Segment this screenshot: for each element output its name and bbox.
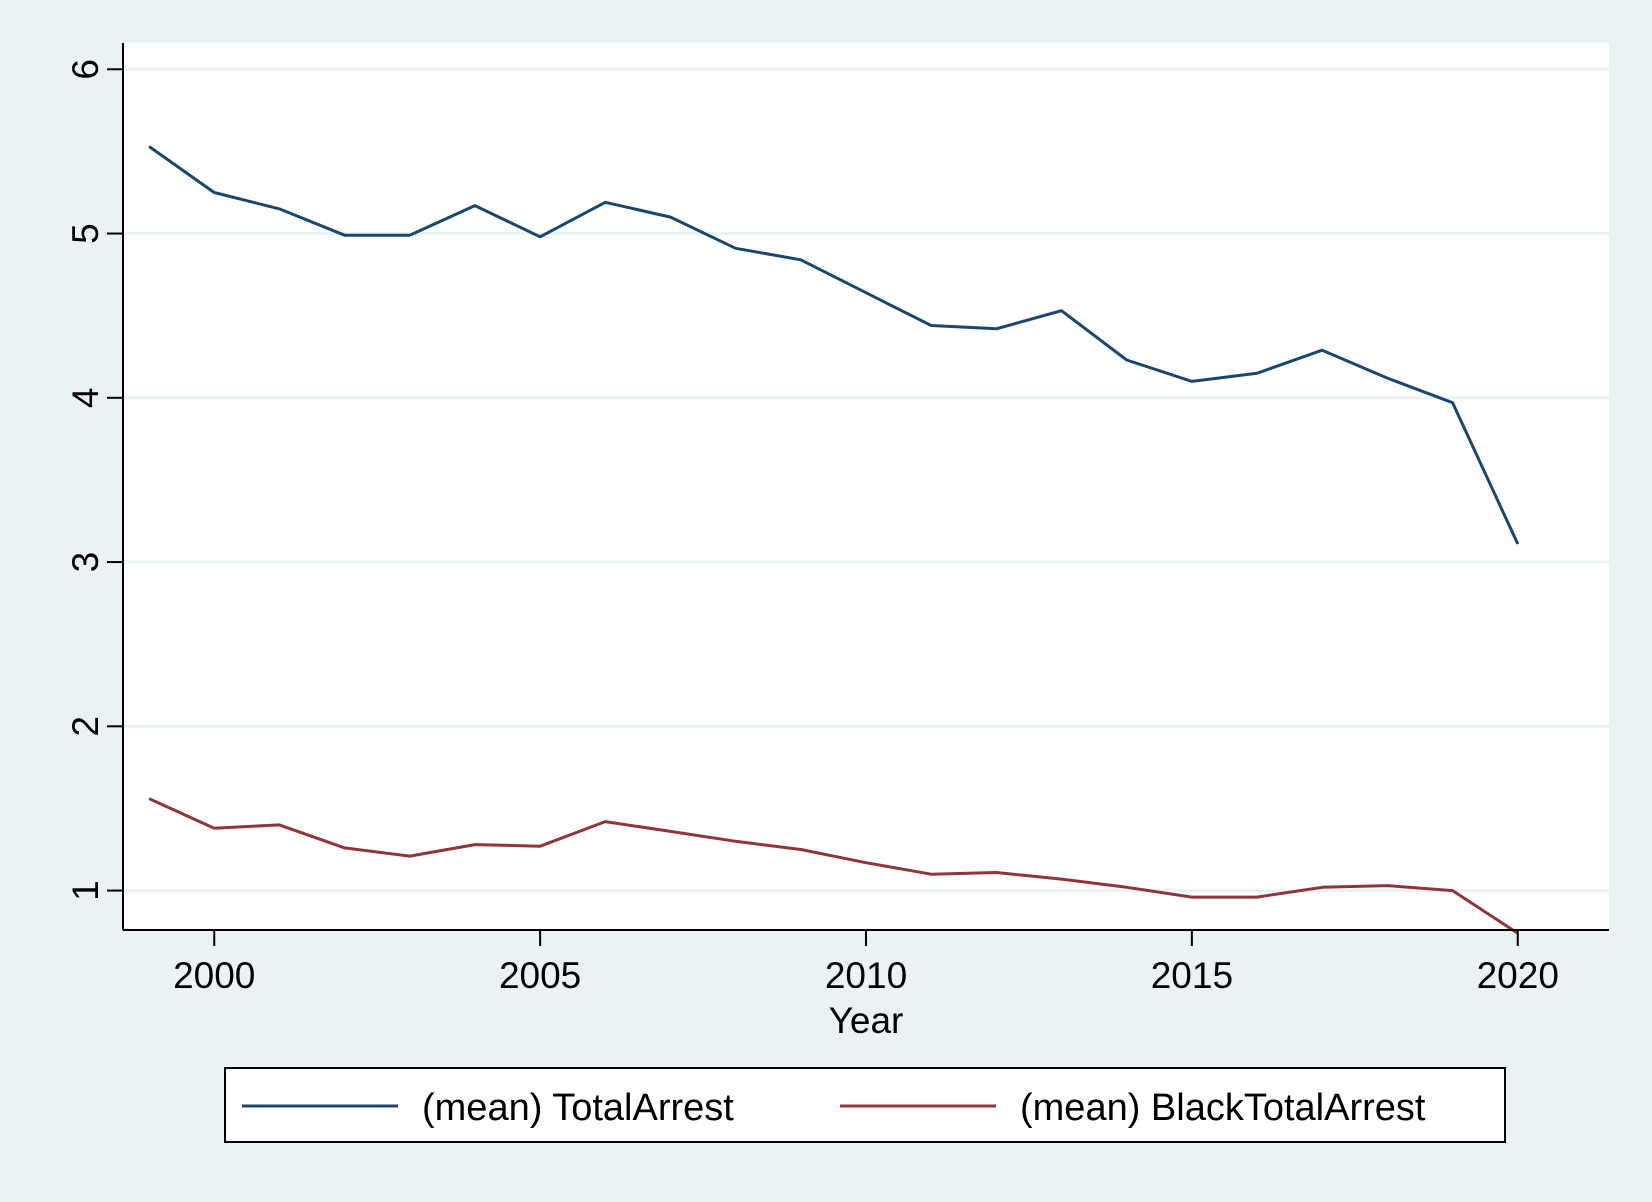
legend-label-total-arrest: (mean) TotalArrest bbox=[422, 1087, 734, 1129]
series-line-0 bbox=[148, 145, 1520, 545]
series-lines bbox=[148, 145, 1520, 935]
y-tick-label: 3 bbox=[65, 552, 106, 573]
y-tick-label: 5 bbox=[65, 223, 106, 244]
y-axis-ticks: 1 2 3 4 5 6 bbox=[65, 59, 123, 901]
series-line-1 bbox=[148, 797, 1519, 935]
x-tick-label: 2010 bbox=[825, 955, 907, 996]
x-tick-label: 2015 bbox=[1151, 955, 1233, 996]
y-tick-label: 1 bbox=[65, 880, 106, 901]
y-tick-label: 4 bbox=[65, 388, 106, 409]
plot-area bbox=[123, 43, 1609, 930]
legend: (mean) TotalArrest (mean) BlackTotalArre… bbox=[224, 1067, 1506, 1143]
y-tick-label: 2 bbox=[65, 716, 106, 737]
x-tick-label: 2020 bbox=[1477, 955, 1559, 996]
x-tick-label: 2000 bbox=[173, 955, 255, 996]
legend-label-black-total-arrest: (mean) BlackTotalArrest bbox=[1020, 1087, 1426, 1129]
x-tick-label: 2005 bbox=[499, 955, 581, 996]
x-axis-ticks: 2000 2005 2010 2015 2020 bbox=[173, 930, 1559, 996]
y-tick-label: 6 bbox=[65, 59, 106, 80]
x-axis-title: Year bbox=[829, 1000, 904, 1041]
grid-lines bbox=[123, 67, 1609, 893]
